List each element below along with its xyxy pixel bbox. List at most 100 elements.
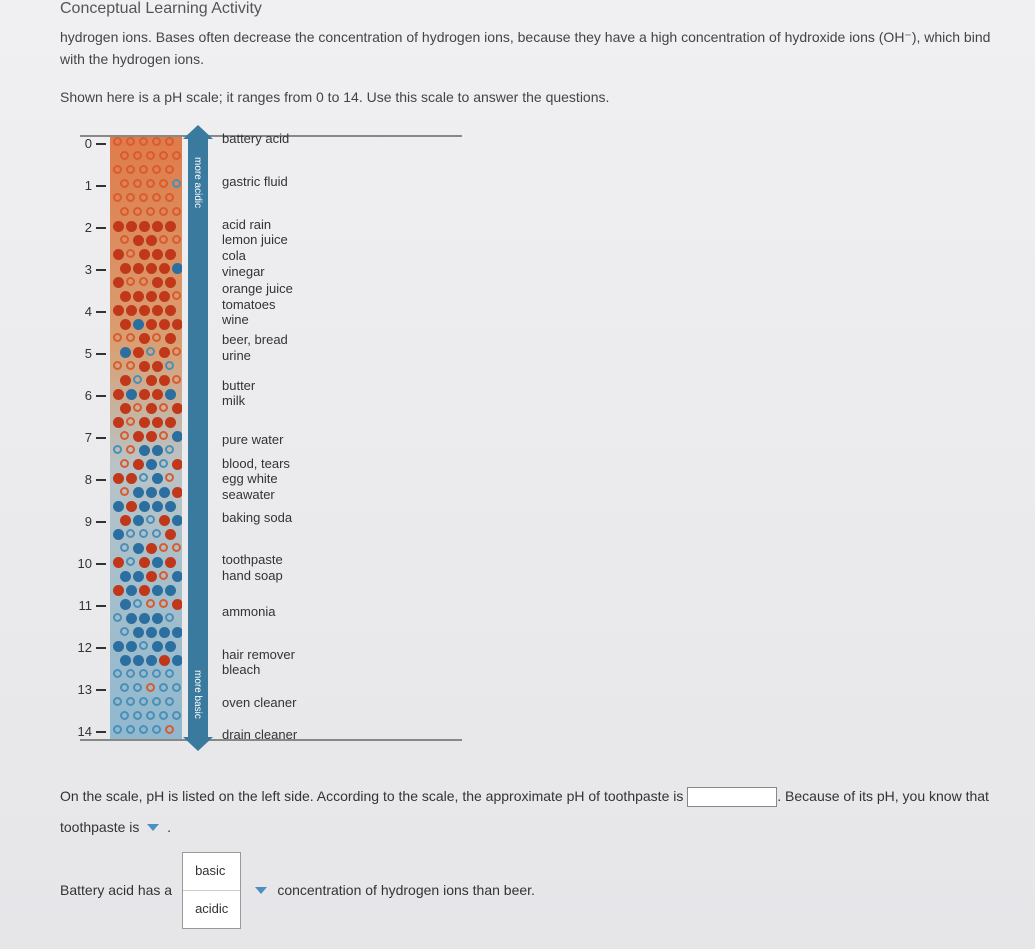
ph-dot: [152, 249, 163, 260]
ph-dot: [133, 403, 142, 412]
ph-dot: [165, 193, 174, 202]
ph-dot: [126, 529, 135, 538]
ph-dot: [139, 473, 148, 482]
ph-dot: [152, 165, 161, 174]
ph-dot: [159, 711, 168, 720]
ph-dot: [146, 263, 157, 274]
ph-dot: [113, 249, 124, 260]
ph-dot: [159, 459, 168, 468]
ph-dot: [159, 263, 170, 274]
ph-dot: [146, 655, 157, 666]
tick-7: 7: [85, 431, 106, 445]
ph-dot: [159, 431, 168, 440]
example-label: toothpastehand soap: [222, 552, 283, 583]
ph-dot: [165, 585, 176, 596]
ph-dot: [146, 627, 157, 638]
q2-dropdown-options[interactable]: basic acidic: [182, 852, 241, 928]
tick-14: 14: [78, 725, 106, 739]
ph-dot: [133, 375, 142, 384]
ph-dot: [113, 389, 124, 400]
ph-dot: [133, 291, 144, 302]
ph-dot: [172, 179, 181, 188]
ph-dot: [139, 529, 148, 538]
ph-dot: [146, 179, 155, 188]
option-acidic[interactable]: acidic: [183, 891, 240, 928]
tick-6: 6: [85, 389, 106, 403]
ph-dot: [152, 445, 163, 456]
ph-dot: [120, 319, 131, 330]
example-label: buttermilk: [222, 378, 255, 409]
example-label: acid rainlemon juicecolavinegar: [222, 217, 288, 279]
ph-dot: [133, 599, 142, 608]
ph-dot: [146, 403, 157, 414]
ph-dot: [133, 711, 142, 720]
ph-dot: [165, 557, 176, 568]
ph-dot: [139, 613, 150, 624]
ph-dot: [120, 655, 131, 666]
ph-dot: [126, 473, 137, 484]
q2-text-1: Battery acid has a: [60, 875, 172, 906]
ph-dot: [113, 725, 122, 734]
ph-dot: [152, 137, 161, 146]
ph-dot: [159, 655, 170, 666]
ph-dot: [139, 725, 148, 734]
ph-dot: [113, 277, 124, 288]
tick-10: 10: [78, 557, 106, 571]
ph-dot: [165, 333, 176, 344]
ph-dot: [139, 361, 150, 372]
ph-dot: [172, 319, 182, 330]
ph-dot: [120, 459, 129, 468]
ph-dot: [126, 445, 135, 454]
ph-dot: [152, 613, 163, 624]
ph-dot: [152, 473, 163, 484]
ph-dot: [165, 137, 174, 146]
example-label: oven cleaner: [222, 695, 296, 711]
ph-dot: [152, 669, 161, 678]
ph-dot: [120, 207, 129, 216]
example-label: pure water: [222, 432, 283, 448]
ph-dot: [152, 529, 161, 538]
ph-dot: [165, 361, 174, 370]
ph-dot: [126, 557, 135, 566]
q1-text-1: On the scale, pH is listed on the left s…: [60, 788, 683, 804]
ph-dot: [113, 305, 124, 316]
ph-dot: [159, 319, 170, 330]
example-label: battery acid: [222, 131, 289, 147]
ph-dot: [172, 151, 181, 160]
tick-0: 0: [85, 137, 106, 151]
ph-dot: [126, 669, 135, 678]
ph-dot: [165, 501, 176, 512]
ph-dot: [146, 515, 155, 524]
option-basic[interactable]: basic: [183, 853, 240, 891]
example-label: drain cleaner: [222, 727, 297, 743]
ph-dot: [146, 683, 155, 692]
ph-dot: [165, 305, 176, 316]
ph-dot: [133, 655, 144, 666]
ph-dot: [113, 193, 122, 202]
ph-dot: [159, 487, 170, 498]
ph-dot: [172, 403, 182, 414]
ph-dot: [172, 235, 181, 244]
ph-value-input[interactable]: [687, 787, 777, 807]
ph-dot: [126, 277, 135, 286]
dropdown-icon[interactable]: [255, 887, 267, 894]
q2-text-2: concentration of hydrogen ions than beer…: [277, 875, 535, 906]
ph-dot: [172, 487, 182, 498]
ph-dot: [146, 375, 157, 386]
ph-dot: [159, 543, 168, 552]
ph-dot: [126, 333, 135, 342]
ph-dot: [133, 207, 142, 216]
ph-dot: [172, 543, 181, 552]
ph-dot: [165, 697, 174, 706]
example-label: gastric fluid: [222, 174, 288, 190]
ph-dot: [139, 669, 148, 678]
ph-dot: [133, 683, 142, 692]
ph-dot: [120, 431, 129, 440]
ph-dot: [120, 235, 129, 244]
ph-dot: [133, 627, 144, 638]
dropdown-icon[interactable]: [147, 824, 159, 831]
ph-dot: [139, 193, 148, 202]
tick-4: 4: [85, 305, 106, 319]
ph-dot: [120, 487, 129, 496]
ph-dot: [133, 487, 144, 498]
